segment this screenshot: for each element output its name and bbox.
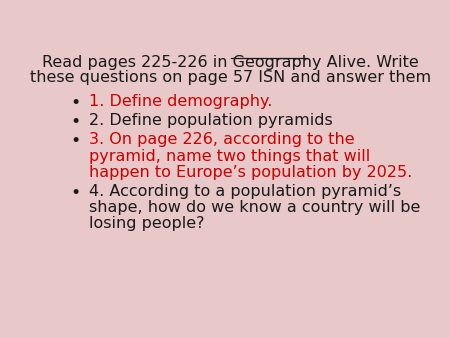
Text: happen to Europe’s population by 2025.: happen to Europe’s population by 2025. <box>90 165 413 180</box>
Text: 1. Define demography.: 1. Define demography. <box>90 94 273 109</box>
Text: these questions on page 57 ISN and answer them: these questions on page 57 ISN and answe… <box>30 71 431 86</box>
Text: 2. Define population pyramids: 2. Define population pyramids <box>90 113 333 128</box>
Text: shape, how do we know a country will be: shape, how do we know a country will be <box>90 200 421 215</box>
Text: losing people?: losing people? <box>90 216 205 231</box>
Text: 3. On page 226, according to the: 3. On page 226, according to the <box>90 132 355 147</box>
Text: •: • <box>70 184 81 202</box>
Text: •: • <box>70 113 81 131</box>
Text: Read pages 225-226 in Geography Alive. Write: Read pages 225-226 in Geography Alive. W… <box>42 55 419 70</box>
Text: •: • <box>70 132 81 150</box>
Text: •: • <box>70 94 81 112</box>
Text: pyramid, name two things that will: pyramid, name two things that will <box>90 149 371 164</box>
Text: 4. According to a population pyramid’s: 4. According to a population pyramid’s <box>90 184 401 199</box>
